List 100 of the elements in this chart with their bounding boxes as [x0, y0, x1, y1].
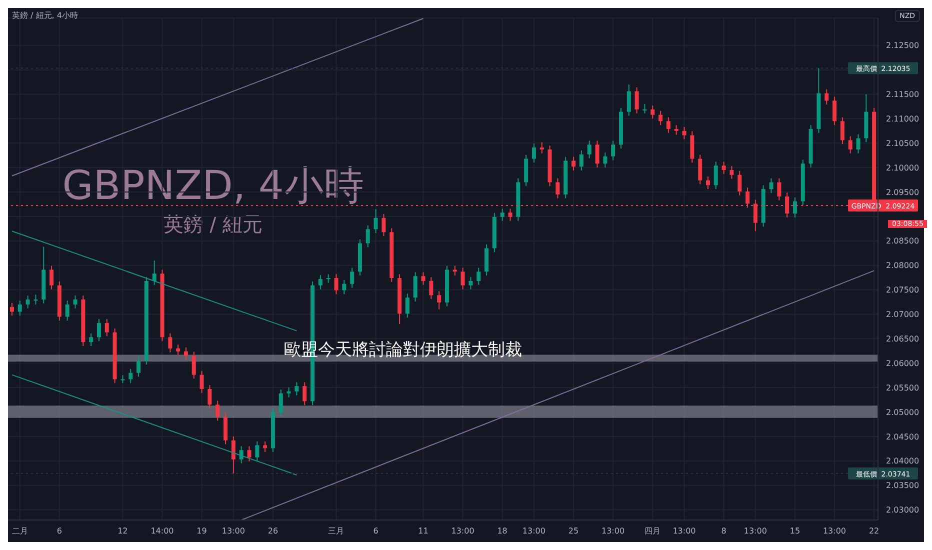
y-tick-label: 2.10500	[886, 138, 920, 148]
candlestick	[650, 104, 655, 120]
x-tick-label: 18	[497, 526, 508, 536]
candlestick	[429, 276, 434, 300]
candlestick	[587, 140, 592, 159]
candlestick	[128, 368, 133, 384]
y-tick-label: 2.11000	[886, 114, 920, 124]
candlestick	[666, 116, 670, 134]
candlestick	[168, 332, 172, 353]
candlestick	[500, 208, 504, 222]
candlestick	[286, 387, 291, 398]
x-tick-label: 13:00	[222, 526, 245, 536]
candlestick	[792, 196, 797, 218]
candlestick	[674, 124, 678, 136]
candlestick	[832, 96, 837, 126]
y-tick-label: 2.10000	[886, 163, 920, 172]
y-tick-label: 2.08000	[886, 261, 920, 270]
x-tick-label: 14:00	[150, 526, 174, 536]
candlestick	[192, 351, 196, 380]
x-tick-label: 26	[268, 526, 278, 536]
candlestick	[769, 178, 774, 194]
y-tick-label: 2.06500	[886, 334, 920, 344]
candlestick	[856, 134, 860, 154]
y-tick-label: 2.03500	[886, 481, 920, 490]
candlestick	[524, 154, 528, 187]
x-tick-label: 四月	[644, 526, 661, 536]
candlestick	[595, 140, 600, 168]
candlestick	[278, 388, 283, 417]
candlestick	[318, 274, 322, 290]
candlestick	[73, 295, 78, 309]
candlestick	[532, 143, 536, 164]
candlestick	[572, 156, 576, 172]
candlestick	[556, 178, 560, 199]
candlestick	[714, 161, 718, 190]
candlestick	[405, 293, 410, 318]
candlestick	[421, 272, 426, 286]
candlestick	[460, 267, 465, 290]
candlestick	[208, 384, 212, 410]
candlestick	[658, 110, 663, 126]
y-tick-label: 2.06000	[886, 358, 920, 368]
x-tick-label: 12	[118, 526, 128, 536]
x-tick-label: 13:00	[744, 526, 767, 536]
candlestick	[690, 130, 694, 164]
candlestick	[706, 176, 710, 190]
candlestick	[437, 290, 442, 310]
candlestick	[10, 302, 14, 316]
candlestick	[603, 152, 608, 168]
candlestick	[579, 150, 584, 172]
candlestick	[540, 142, 544, 154]
candlestick	[738, 170, 742, 196]
candlestick	[350, 267, 354, 288]
candlestick	[263, 440, 268, 453]
candlestick	[840, 116, 844, 145]
candlestick	[176, 344, 180, 356]
candlestick	[468, 276, 473, 290]
candlestick	[326, 274, 330, 284]
y-tick-label: 2.08500	[886, 236, 920, 246]
x-tick-label: 8	[721, 526, 726, 536]
candlestick	[382, 214, 386, 237]
candlestick	[642, 104, 647, 114]
candlestick	[136, 356, 141, 378]
x-tick-label: 13:00	[451, 526, 474, 536]
x-tick-label: 13:00	[672, 526, 696, 536]
candlestick	[611, 140, 616, 161]
x-tick-label: 15	[790, 526, 800, 536]
candlestick	[18, 300, 22, 316]
x-tick-label: 三月	[328, 526, 344, 536]
candlestick	[239, 446, 244, 464]
candlestick	[104, 318, 109, 337]
x-tick-label: 6	[56, 526, 62, 536]
candlestick	[26, 295, 30, 309]
candlestick	[698, 154, 702, 185]
candlestick	[374, 208, 378, 234]
y-tick-label: 2.05500	[886, 383, 920, 392]
candlestick	[50, 265, 54, 290]
y-tick-label: 2.03000	[886, 506, 920, 515]
candlestick	[224, 412, 228, 445]
candlestick	[682, 126, 686, 140]
candlestick	[334, 274, 338, 295]
candlestick	[342, 280, 346, 295]
candlestick	[96, 318, 101, 342]
y-tick-label: 2.05000	[886, 408, 920, 417]
candlestick	[247, 446, 252, 462]
x-tick-label: 13:00	[822, 526, 846, 536]
candlestick	[152, 260, 156, 286]
y-tick-label: 2.04500	[886, 432, 920, 442]
y-tick-label: 2.09500	[886, 188, 920, 197]
candlestick	[452, 265, 457, 276]
candlestick	[626, 84, 631, 116]
candlestick	[508, 208, 512, 222]
candlestick	[634, 86, 639, 114]
candlestick	[824, 88, 829, 106]
candlestick	[848, 136, 852, 154]
x-tick-label: 22	[868, 526, 880, 536]
candlestick	[413, 272, 418, 302]
y-tick-label: 2.07500	[886, 286, 920, 295]
x-tick-label: 11	[418, 526, 428, 536]
y-tick-label: 2.04000	[886, 456, 920, 466]
candlestick	[302, 382, 307, 406]
candlestick	[294, 382, 299, 396]
